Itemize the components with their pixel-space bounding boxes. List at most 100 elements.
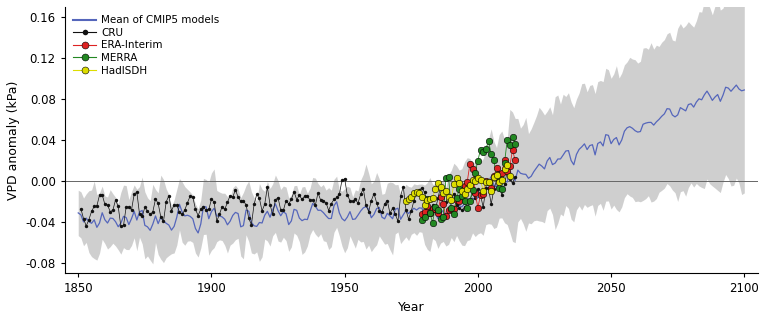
Point — [498, 167, 511, 172]
Point — [429, 206, 442, 211]
Point — [406, 194, 418, 199]
Point — [85, 209, 98, 214]
Point — [455, 188, 468, 193]
Point — [336, 178, 348, 183]
Point — [341, 193, 353, 198]
Point — [419, 190, 431, 195]
Point — [406, 208, 418, 213]
Point — [469, 195, 482, 200]
Point — [415, 218, 428, 223]
Point — [501, 163, 513, 168]
Point — [259, 202, 271, 207]
Point — [408, 198, 420, 203]
Point — [325, 201, 337, 206]
Point — [413, 187, 425, 193]
Point — [475, 193, 487, 198]
Point — [453, 205, 465, 210]
Point — [144, 212, 157, 217]
Point — [352, 201, 364, 206]
Point — [491, 174, 503, 179]
Point — [290, 197, 303, 202]
Point — [134, 212, 146, 217]
Point — [419, 214, 431, 220]
Point — [472, 205, 484, 210]
Point — [453, 198, 465, 204]
Point — [461, 179, 473, 184]
Point — [328, 197, 340, 202]
Point — [485, 202, 498, 207]
Point — [319, 200, 332, 205]
Point — [509, 158, 521, 163]
Point — [488, 173, 500, 178]
Point — [250, 192, 263, 197]
Point — [128, 192, 141, 197]
Point — [435, 184, 447, 189]
Point — [149, 196, 161, 202]
Point — [400, 207, 412, 213]
Point — [323, 208, 335, 213]
Point — [272, 195, 284, 200]
Point — [458, 191, 471, 196]
Point — [333, 192, 346, 197]
Point — [504, 177, 516, 182]
Point — [477, 192, 489, 197]
Point — [157, 219, 170, 224]
Point — [232, 195, 244, 200]
Point — [477, 205, 489, 210]
Point — [315, 198, 327, 203]
Point — [266, 212, 279, 217]
Point — [362, 209, 375, 214]
Point — [482, 139, 495, 144]
Point — [187, 194, 199, 199]
Point — [466, 178, 478, 183]
Point — [485, 188, 498, 193]
Point — [261, 185, 273, 190]
Point — [248, 202, 260, 207]
Point — [275, 207, 287, 213]
Point — [310, 203, 322, 208]
Point — [400, 199, 412, 204]
Point — [424, 211, 436, 216]
Point — [472, 187, 484, 192]
Point — [384, 211, 396, 216]
Point — [480, 185, 492, 190]
Point — [421, 204, 433, 209]
Point — [440, 188, 452, 194]
Point — [413, 190, 425, 195]
Point — [118, 223, 130, 228]
Point — [94, 193, 106, 198]
Point — [203, 207, 215, 212]
Point — [219, 207, 231, 212]
Point — [448, 212, 460, 217]
Point — [147, 209, 159, 214]
Point — [495, 187, 508, 192]
Point — [498, 157, 511, 162]
Point — [491, 173, 503, 178]
Point — [296, 197, 308, 202]
Point — [237, 198, 250, 204]
Point — [221, 200, 233, 205]
Point — [410, 190, 422, 195]
Point — [210, 219, 223, 224]
Point — [498, 182, 511, 187]
Point — [197, 204, 210, 209]
Point — [426, 220, 439, 225]
Point — [493, 179, 505, 185]
Point — [464, 199, 476, 204]
Point — [189, 207, 201, 212]
Point — [455, 194, 468, 199]
Point — [445, 194, 458, 199]
Point — [123, 204, 135, 210]
Point — [504, 174, 516, 179]
X-axis label: Year: Year — [398, 301, 425, 314]
Point — [139, 205, 151, 210]
Point — [368, 191, 380, 196]
Point — [91, 203, 103, 208]
Point — [78, 216, 90, 221]
Point — [176, 212, 188, 217]
Point — [184, 194, 197, 199]
Point — [506, 147, 518, 152]
Point — [74, 206, 87, 211]
Point — [493, 171, 505, 177]
Point — [448, 191, 460, 196]
